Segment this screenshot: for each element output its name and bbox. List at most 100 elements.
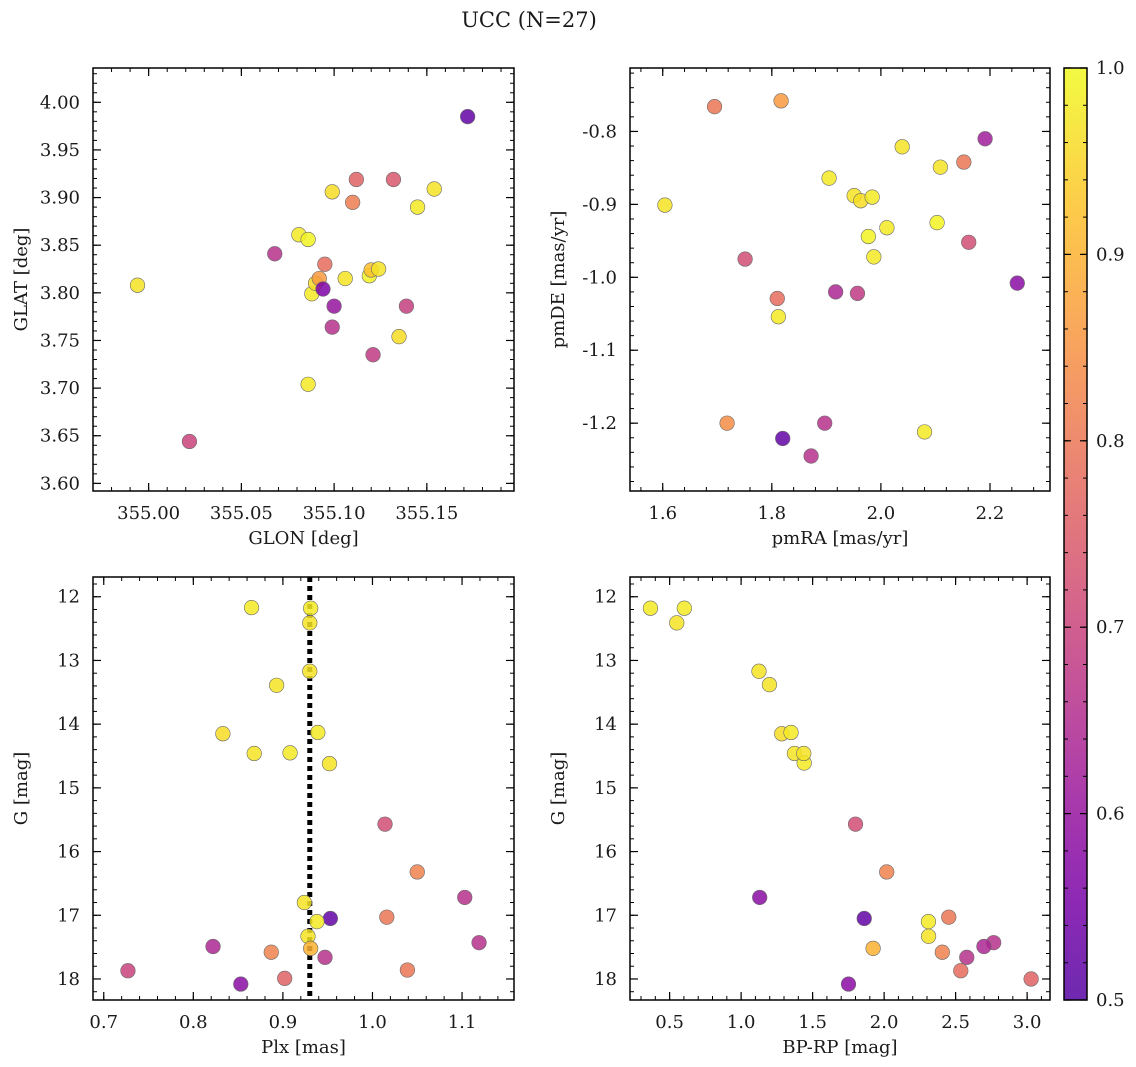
data-point: [821, 170, 837, 186]
scatter-panel-4: 0.5 1.0 1.5 2.0 2.5 3.0 12 13 14 15 16 17 18 BP-RP [m…: [548, 576, 1051, 1058]
data-point: [426, 181, 442, 197]
data-point: [920, 914, 937, 930]
data-point: [277, 970, 293, 986]
x-axis-label: BP-RP [mag]: [782, 1037, 897, 1058]
y-tick-label: -0.8: [582, 121, 617, 142]
data-point: [894, 139, 910, 155]
data-point: [371, 261, 387, 277]
y-tick-label: -1.2: [582, 413, 617, 434]
data-point: [365, 347, 381, 363]
x-tick-label: 0.7: [89, 1012, 118, 1033]
data-point: [120, 963, 136, 979]
y-tick-label: 4.00: [40, 92, 80, 113]
colorbar-tick-label: 0.8: [1096, 431, 1125, 452]
data-point: [953, 963, 969, 979]
data-point: [215, 726, 231, 742]
colorbar-tick-label: 0.5: [1096, 990, 1125, 1011]
data-point: [932, 159, 948, 175]
x-tick-label: 1.5: [798, 1012, 827, 1033]
data-point: [959, 949, 975, 965]
scatter-points: [129, 108, 476, 450]
data-point: [796, 745, 812, 762]
x-tick-label: 3.0: [1013, 1012, 1042, 1033]
x-axis-label: pmRA [mas/yr]: [772, 528, 909, 549]
data-point: [129, 277, 146, 293]
data-point: [1023, 971, 1039, 987]
data-point: [773, 93, 789, 109]
y-tick-label: 14: [594, 714, 617, 735]
data-point: [866, 249, 882, 265]
data-point: [309, 914, 325, 930]
y-tick-label: 16: [57, 842, 80, 863]
x-tick-label: 0.5: [655, 1012, 684, 1033]
plot-frame: [629, 576, 1051, 1001]
data-point: [879, 864, 895, 880]
data-point: [282, 745, 298, 761]
data-point: [849, 285, 866, 301]
data-point: [310, 724, 326, 741]
data-point: [1009, 275, 1025, 291]
data-point: [457, 889, 473, 906]
scatter-panel-2: 1.6 1.8 2.0 2.2 -1.2 -1.1 -1.0 -0.9 -0.8 pmRA [ma…: [548, 67, 1051, 549]
data-point: [296, 894, 312, 911]
data-point: [761, 677, 778, 693]
scatter-points: [120, 577, 487, 1000]
data-point: [719, 415, 735, 431]
data-point: [205, 938, 221, 955]
colorbar-tick-label: 1.0: [1096, 58, 1125, 79]
data-point: [322, 910, 338, 927]
y-axis-label: G [mag]: [11, 752, 32, 825]
data-point: [752, 889, 768, 906]
data-point: [263, 944, 279, 960]
colorbar-tick-label: 0.9: [1096, 244, 1125, 265]
x-tick-label: 1.0: [358, 1012, 387, 1033]
x-axis-label: Plx [mas]: [261, 1037, 346, 1058]
data-point: [324, 319, 340, 335]
y-tick-label: 3.95: [40, 140, 80, 161]
data-point: [321, 756, 338, 772]
plot-frame: [629, 67, 1051, 492]
plot-frame: [92, 67, 515, 492]
data-point: [233, 976, 249, 992]
x-tick-label: 0.8: [179, 1012, 208, 1033]
data-point: [751, 663, 767, 679]
data-point: [246, 745, 262, 762]
data-point: [847, 816, 864, 832]
data-point: [737, 251, 753, 267]
data-point: [770, 309, 786, 325]
x-tick-label: 355.00: [117, 503, 180, 524]
x-tick-label: 0.9: [269, 1012, 298, 1033]
data-point: [817, 415, 833, 431]
data-point: [300, 231, 316, 248]
data-point: [956, 154, 972, 170]
y-tick-label: 17: [57, 905, 80, 926]
data-point: [337, 270, 353, 287]
data-point: [243, 599, 260, 616]
data-point: [324, 184, 340, 200]
x-tick-label: 2.0: [870, 1012, 899, 1033]
data-point: [856, 910, 872, 927]
scatter-points: [657, 93, 1025, 464]
data-point: [669, 615, 685, 631]
x-tick-label: 2.0: [867, 503, 896, 524]
y-tick-label: 13: [594, 650, 617, 671]
x-tick-label: 355.05: [210, 503, 273, 524]
y-tick-label: 16: [594, 842, 617, 863]
scatter-panel-3: 0.7 0.8 0.9 1.0 1.1 12 13 14 15 16 17 18 Plx [mas] G …: [11, 576, 515, 1058]
data-point: [471, 935, 487, 951]
data-point: [379, 909, 395, 925]
data-point: [864, 189, 880, 205]
x-tick-label: 355.10: [303, 503, 366, 524]
data-point: [300, 376, 316, 392]
data-point: [303, 940, 319, 956]
y-tick-label: 17: [594, 905, 617, 926]
data-point: [409, 199, 426, 215]
data-point: [377, 816, 393, 832]
data-point: [676, 600, 692, 616]
colorbar: 0.5 0.6 0.7 0.8 0.9 1.0: [1063, 58, 1125, 1011]
data-point: [976, 938, 992, 955]
scatter-points: [642, 600, 1039, 992]
y-tick-label: 3.65: [40, 426, 80, 447]
y-tick-label: 14: [57, 714, 80, 735]
